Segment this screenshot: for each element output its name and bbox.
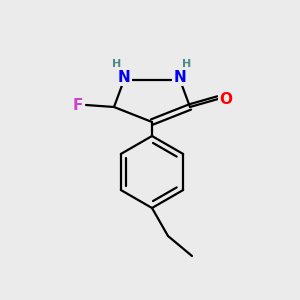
Text: N: N (118, 70, 130, 85)
Text: H: H (182, 59, 192, 69)
Text: F: F (73, 98, 83, 112)
Text: N: N (174, 70, 186, 85)
Text: H: H (112, 59, 122, 69)
Text: O: O (220, 92, 232, 106)
